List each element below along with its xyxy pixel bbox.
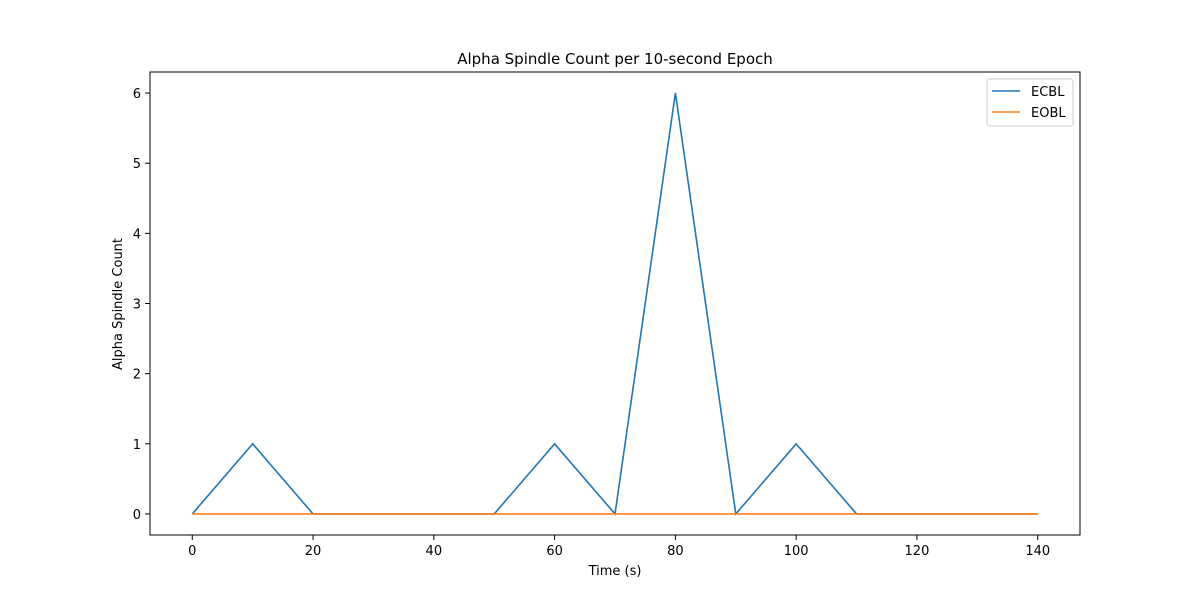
y-axis: 0 1 2 3 4 5 6 — [133, 87, 150, 523]
x-tick-label: 0 — [188, 544, 196, 559]
y-tick-label: 4 — [133, 227, 141, 242]
plot-area — [149, 71, 1081, 536]
legend-label-eobl: EOBL — [1031, 106, 1066, 121]
x-tick-label: 80 — [667, 544, 684, 559]
y-tick-label: 5 — [133, 157, 141, 172]
y-tick-label: 1 — [133, 438, 141, 453]
y-tick-label: 2 — [133, 368, 141, 383]
y-tick-label: 6 — [133, 87, 141, 102]
legend-label-ecbl: ECBL — [1031, 85, 1065, 100]
y-axis-label: Alpha Spindle Count — [111, 238, 126, 370]
legend: ECBL EOBL — [986, 78, 1074, 127]
x-tick-label: 140 — [1025, 544, 1050, 559]
chart-title: Alpha Spindle Count per 10-second Epoch — [457, 50, 773, 68]
series-lines — [191, 92, 1038, 516]
y-tick-label: 0 — [133, 508, 141, 523]
x-tick-label: 100 — [784, 544, 809, 559]
x-tick-label: 20 — [305, 544, 322, 559]
x-axis-label: Time (s) — [588, 564, 642, 579]
x-tick-label: 40 — [426, 544, 443, 559]
x-axis: 0 20 40 60 80 100 120 140 — [188, 535, 1050, 559]
x-tick-label: 60 — [546, 544, 563, 559]
y-tick-label: 3 — [133, 298, 141, 313]
x-tick-label: 120 — [905, 544, 930, 559]
